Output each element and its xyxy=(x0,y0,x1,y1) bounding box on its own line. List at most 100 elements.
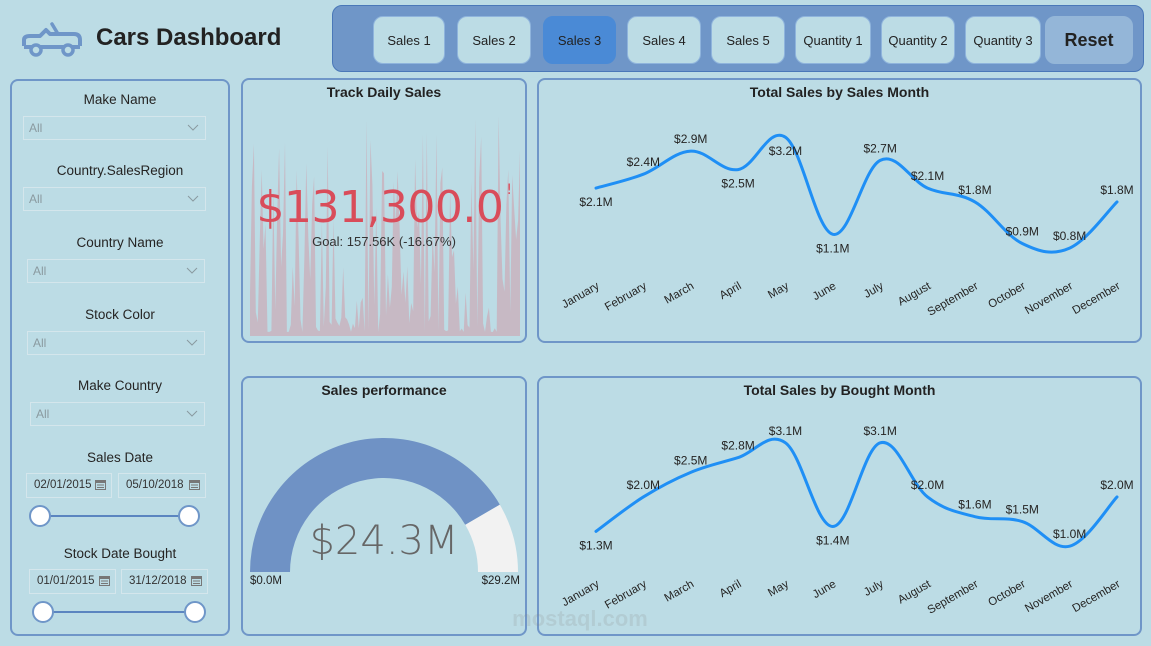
stock-date-end-value: 31/12/2018 xyxy=(129,575,187,587)
sales-date-end-value: 05/10/2018 xyxy=(126,479,184,491)
data-label: $1.8M xyxy=(1100,183,1133,197)
x-tick-label: December xyxy=(1071,280,1123,317)
stock-date-end-handle[interactable] xyxy=(184,601,206,623)
x-tick-label: April xyxy=(718,578,744,600)
chart-card-sales-by-sales-month: Total Sales by Sales Month $2.1M January $… xyxy=(537,78,1142,343)
chart-card-sales-by-bought-month: Total Sales by Bought Month $1.3M January… xyxy=(537,376,1142,636)
data-label: $0.9M xyxy=(1006,225,1039,239)
make-name-label: Make Name xyxy=(83,92,157,107)
x-tick-label: March xyxy=(663,280,697,306)
x-tick-label: August xyxy=(896,280,934,309)
gauge xyxy=(250,438,518,572)
calendar-icon xyxy=(95,480,106,490)
data-label: $2.8M xyxy=(721,439,754,453)
x-tick-label: June xyxy=(811,280,839,303)
make-country-value: All xyxy=(36,407,50,421)
stock-color-dropdown[interactable]: All xyxy=(27,331,205,355)
car-convertible-icon xyxy=(22,22,82,57)
stock-date-slider-track[interactable] xyxy=(46,611,194,613)
nav-button-sales-4[interactable]: Sales 4 xyxy=(627,16,701,64)
kpi-goal: Goal: 157.56K (-16.67%) xyxy=(312,234,456,249)
x-tick-label: September xyxy=(926,280,981,319)
make-country-dropdown[interactable]: All xyxy=(30,402,205,426)
calendar-icon xyxy=(99,576,110,586)
x-tick-label: May xyxy=(766,280,791,301)
data-label: $2.1M xyxy=(911,169,944,183)
data-label: $1.8M xyxy=(958,183,991,197)
gauge-max-label: $29.2M xyxy=(481,575,520,587)
stock-date-start-value: 01/01/2015 xyxy=(37,575,95,587)
stock-date-start-input[interactable]: 01/01/2015 xyxy=(29,569,116,594)
stock-date-end-input[interactable]: 31/12/2018 xyxy=(121,569,208,594)
nav-button-sales-2[interactable]: Sales 2 xyxy=(457,16,531,64)
x-tick-label: February xyxy=(603,280,649,314)
sales-region-value: All xyxy=(29,192,43,206)
gauge-title: Sales performance xyxy=(321,382,447,398)
kpi-status-icon: ! xyxy=(506,182,512,198)
nav-button-sales-3[interactable]: Sales 3 xyxy=(543,16,616,64)
gauge-min-label: $0.0M xyxy=(250,575,282,587)
sales-date-end-handle[interactable] xyxy=(178,505,200,527)
gauge-remaining-arc xyxy=(465,504,518,572)
nav-button-quantity-1[interactable]: Quantity 1 xyxy=(795,16,871,64)
x-tick-label: July xyxy=(862,280,886,301)
nav-button-quantity-2[interactable]: Quantity 2 xyxy=(881,16,955,64)
stock-date-start-handle[interactable] xyxy=(32,601,54,623)
data-label: $2.4M xyxy=(627,155,660,169)
data-label: $2.0M xyxy=(1100,478,1133,492)
sales-date-start-input[interactable]: 02/01/2015 xyxy=(26,473,112,498)
x-tick-label: October xyxy=(986,280,1028,311)
data-label: $2.0M xyxy=(911,478,944,492)
sales-region-dropdown[interactable]: All xyxy=(23,187,206,211)
x-tick-label: September xyxy=(926,578,981,617)
line-chart-bought-month: $1.3M January $2.0M February $2.5M March $2.8M… xyxy=(560,424,1134,617)
sales-date-start-handle[interactable] xyxy=(29,505,51,527)
line-chart-sales-month: $2.1M January $2.4M February $2.9M March $2.5M… xyxy=(560,132,1134,319)
kpi-value-text: $131,300.0 xyxy=(256,182,504,233)
x-tick-label: July xyxy=(862,578,886,599)
x-tick-label: January xyxy=(560,280,602,311)
x-tick-label: March xyxy=(663,578,697,604)
nav-button-sales-1[interactable]: Sales 1 xyxy=(373,16,445,64)
make-name-dropdown[interactable]: All xyxy=(23,116,206,140)
make-name-value: All xyxy=(29,121,43,135)
x-tick-label: June xyxy=(811,578,839,601)
chevron-down-icon xyxy=(187,124,199,131)
x-tick-label: May xyxy=(766,578,791,599)
calendar-icon xyxy=(191,576,202,586)
sales-date-label: Sales Date xyxy=(86,450,154,465)
kpi-title: Track Daily Sales xyxy=(326,84,442,100)
data-label: $3.1M xyxy=(864,424,897,438)
sales-date-slider-track[interactable] xyxy=(42,515,190,517)
x-tick-label: November xyxy=(1023,578,1075,615)
data-label: $2.5M xyxy=(674,453,707,467)
stock-date-bought-label: Stock Date Bought xyxy=(63,546,177,561)
data-label: $3.1M xyxy=(769,424,802,438)
chevron-down-icon xyxy=(186,410,198,417)
chevron-down-icon xyxy=(186,267,198,274)
data-label: $1.5M xyxy=(1006,503,1039,517)
reset-button[interactable]: Reset xyxy=(1045,16,1133,64)
gauge-value: $24.3M xyxy=(309,518,459,564)
gauge-value-arc xyxy=(250,438,500,572)
chart-title: Total Sales by Bought Month xyxy=(743,382,936,398)
data-label: $2.1M xyxy=(579,195,612,209)
stock-color-value: All xyxy=(33,336,47,350)
series-line xyxy=(594,437,1119,549)
series-line xyxy=(594,133,1119,254)
data-label: $0.8M xyxy=(1053,229,1086,243)
country-name-label: Country Name xyxy=(76,235,164,250)
stock-color-label: Stock Color xyxy=(85,307,155,322)
country-name-dropdown[interactable]: All xyxy=(27,259,205,283)
data-label: $1.3M xyxy=(579,538,612,552)
make-country-label: Make Country xyxy=(77,378,163,393)
sales-region-label: Country.SalesRegion xyxy=(56,163,184,178)
nav-button-quantity-3[interactable]: Quantity 3 xyxy=(965,16,1041,64)
sales-date-end-input[interactable]: 05/10/2018 xyxy=(118,473,206,498)
kpi-trend-area xyxy=(250,116,520,336)
gauge-card-sales-performance: Sales performance $24.3M $0.0M $29.2M xyxy=(241,376,527,636)
data-label: $2.7M xyxy=(864,141,897,155)
x-tick-label: November xyxy=(1023,280,1075,317)
data-label: $1.4M xyxy=(816,533,849,547)
nav-button-sales-5[interactable]: Sales 5 xyxy=(711,16,785,64)
